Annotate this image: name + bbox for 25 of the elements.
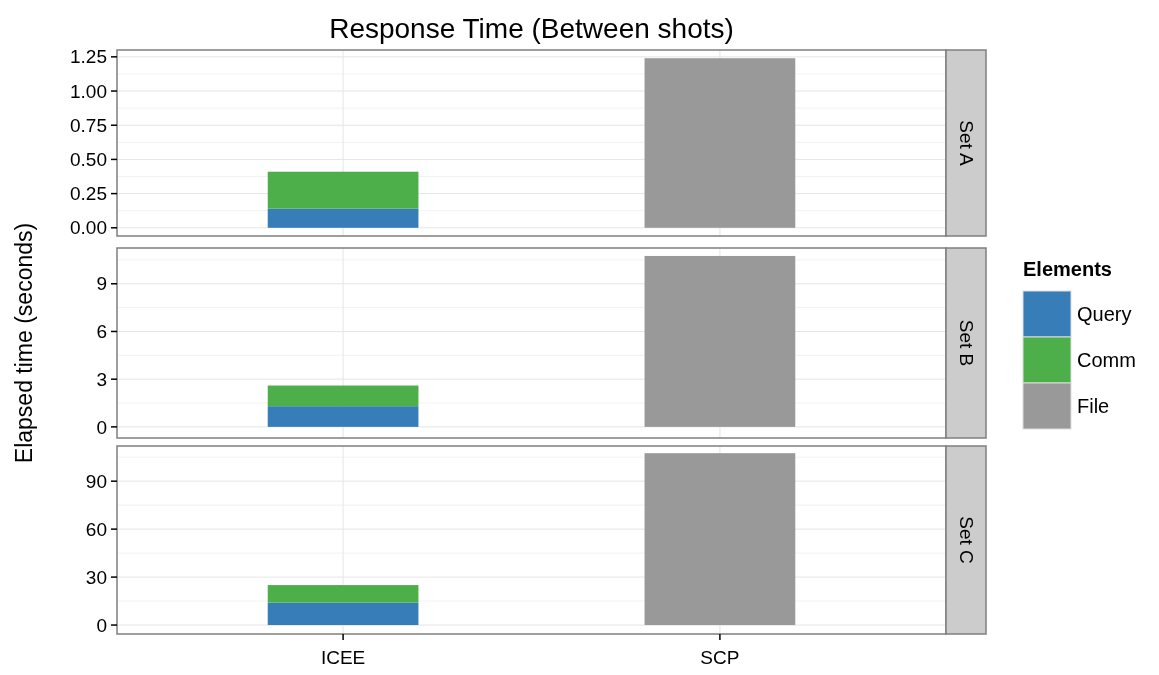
y-tick-label: 0.50	[70, 149, 107, 171]
y-tick-label: 0.75	[70, 114, 107, 136]
y-tick-label: 1.25	[70, 46, 107, 68]
x-tick-label: ICEE	[320, 647, 366, 668]
legend-label: Query	[1077, 303, 1132, 325]
text: Set C	[956, 516, 978, 564]
y-tick-label: 9	[96, 273, 107, 295]
text: Set A	[956, 120, 978, 167]
legend-label: File	[1077, 395, 1110, 417]
x-tick-label: SCP	[700, 647, 740, 668]
y-tick-label: 60	[85, 518, 107, 540]
text: Set B	[956, 319, 978, 367]
legend-title: Elements	[1023, 258, 1112, 280]
y-axis-title: Elapsed time (seconds)	[11, 222, 37, 464]
y-tick-label: 30	[85, 566, 107, 588]
y-tick-label: 1.00	[70, 80, 107, 102]
y-tick-label: 0	[96, 614, 107, 636]
y-tick-label: 0.00	[70, 217, 107, 239]
chart-title: Response Time (Between shots)	[329, 13, 734, 44]
y-tick-label: 6	[96, 321, 107, 343]
y-tick-label: 0.25	[70, 183, 107, 205]
y-tick-label: 90	[85, 470, 107, 492]
y-tick-label: 0	[96, 416, 107, 438]
legend-label: Comm	[1077, 349, 1136, 371]
y-tick-label: 3	[96, 368, 107, 390]
